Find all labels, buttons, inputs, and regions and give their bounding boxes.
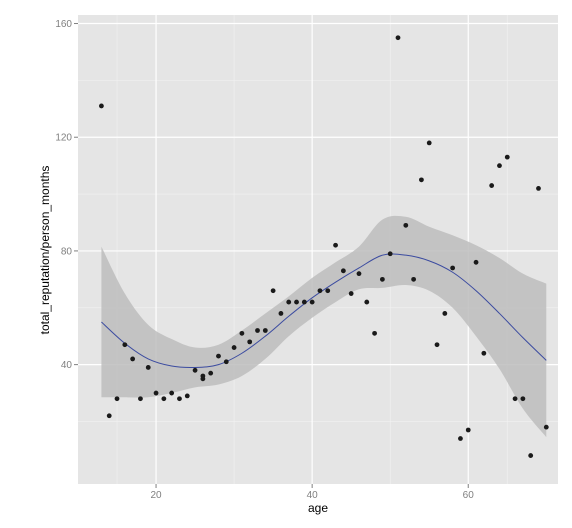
smooth-line [101,253,547,369]
y-axis-title: total_reputation/person_months [38,166,52,335]
data-point [270,288,276,294]
data-point [325,288,331,294]
data-point [114,396,120,402]
data-point [395,35,401,41]
data-point [122,342,128,348]
data-point [543,424,549,430]
data-point [489,183,495,188]
data-point [216,353,221,359]
data-point [200,373,206,379]
data-point [208,370,214,376]
data-point [177,396,182,402]
confidence-band-area [101,215,547,438]
y-tick-label: 160 [55,19,72,30]
scatter-points [99,35,549,458]
data-point [286,299,292,305]
data-point [364,299,370,305]
data-point [231,345,237,350]
data-point [520,396,526,402]
data-point [372,330,377,336]
data-point [481,350,487,356]
data-point [99,103,104,109]
data-point [512,396,518,402]
data-point [411,276,417,282]
y-tick-label: 120 [55,133,72,144]
data-point [138,396,143,402]
data-point [419,177,424,183]
x-tick-label: 60 [463,490,475,501]
data-point [340,268,346,274]
data-point [223,359,229,365]
data-point [504,154,510,160]
data-point [450,265,456,271]
data-point [497,163,502,169]
data-point [536,185,541,191]
smooth-fit-line [101,253,547,369]
confidence-band [101,215,547,438]
data-point [426,140,432,146]
data-point [333,242,338,248]
data-point [161,396,167,402]
x-tick-label: 20 [150,490,162,501]
data-point [169,390,175,396]
y-tick-label: 40 [61,360,73,371]
data-point [348,291,354,296]
data-point [301,299,307,305]
data-point [356,271,362,277]
data-point [465,427,471,433]
x-axis-title: age [308,501,328,515]
data-point [458,436,463,441]
data-point [528,453,534,458]
y-tick-label: 80 [61,246,73,257]
data-point [294,299,299,305]
data-point [145,365,151,370]
data-point [255,328,260,333]
data-point [403,222,409,228]
data-point [239,330,245,336]
data-point [184,393,190,399]
data-point [309,299,315,305]
data-point [262,328,268,333]
x-tick-label: 40 [307,490,319,501]
data-point [278,311,284,316]
data-point [153,390,159,396]
data-point [192,367,198,373]
data-point [379,276,385,282]
y-axis-ticks: 40 80 120 160 [55,19,78,371]
data-point [317,288,323,294]
data-point [442,311,448,316]
x-axis-ticks: 20 40 60 [150,484,474,501]
data-point [130,356,136,362]
data-point [106,413,112,419]
data-point [473,259,479,265]
data-point [247,339,253,345]
data-point [387,251,393,257]
data-point [434,342,440,348]
plot-panel [78,15,558,484]
